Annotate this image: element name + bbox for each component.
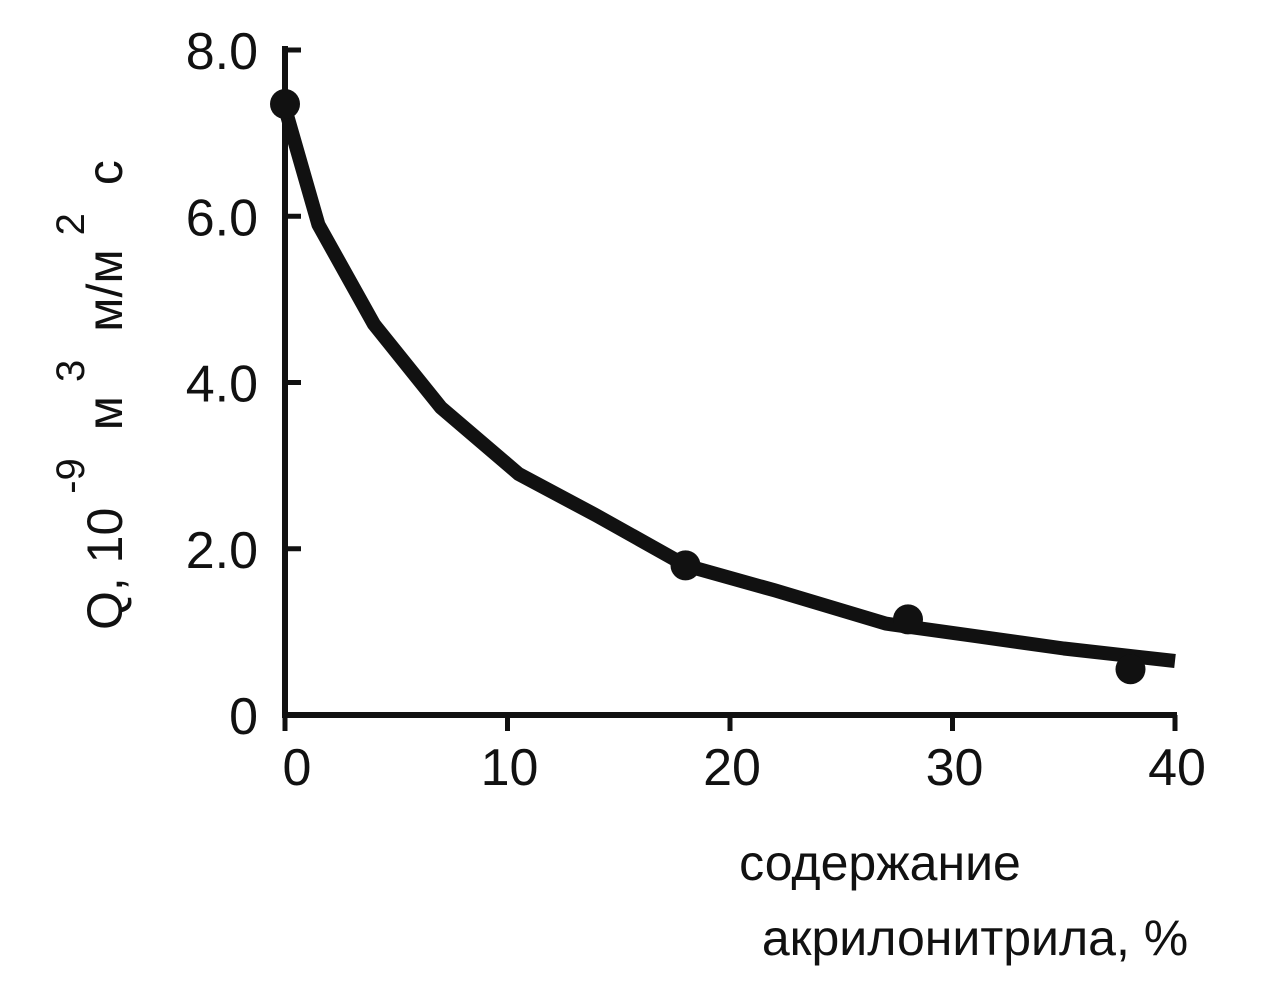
y-tick-label: 0 [229,688,258,746]
y-axis-title: Q, 10 -9 м 3 м/м 2 с [39,160,133,630]
y-axis-title-unit1: м [77,396,133,430]
chart-ticks [282,47,1178,731]
data-point-marker [270,89,300,120]
y-axis-title-unit3: с [77,160,133,185]
y-tick-label: 2.0 [186,522,258,580]
x-axis-title-line-1: содержание [739,835,1021,891]
x-tick-label: 10 [481,739,539,797]
x-axis-title-line-2: акрилонитрила, % [762,910,1188,966]
y-axis-title-unit2: м/м [77,249,133,332]
y-tick-label: 8.0 [186,23,258,81]
y-tick-label: 4.0 [186,356,258,414]
x-tick-label: 40 [1148,739,1206,797]
data-point-marker [1115,654,1146,685]
y-tick-label: 6.0 [186,189,258,247]
x-tick-label: 30 [926,739,984,797]
y-axis-title-unit1-exponent: 3 [49,360,93,382]
chart-plot-area [270,89,1176,685]
x-tick-label: 0 [283,739,312,797]
y-axis-title-exponent: -9 [49,458,93,494]
data-point-marker [670,550,701,581]
chart-tick-labels: 0 2.0 4.0 6.0 8.0 0 10 20 30 40 [186,23,1206,797]
series-fit-curve [278,106,1176,668]
x-tick-label: 20 [703,739,761,797]
data-point-marker [893,604,923,635]
y-axis-title-unit2-exponent: 2 [49,213,93,235]
y-axis-title-main: Q, 10 [77,508,133,630]
